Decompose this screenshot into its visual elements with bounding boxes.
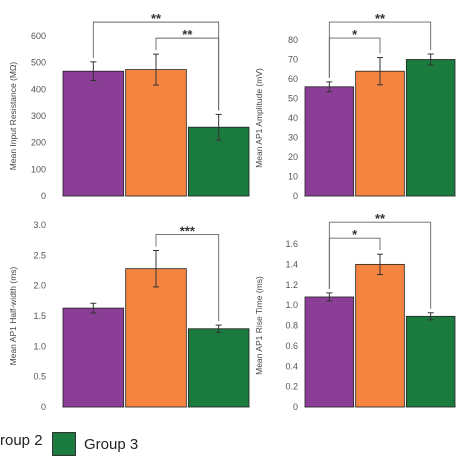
- error-bar-group-3: [427, 53, 434, 66]
- significance-label: **: [151, 11, 162, 26]
- legend-label-group-2: roup 2: [0, 432, 43, 449]
- error-bar-group-1: [90, 302, 97, 314]
- bar-group-2: [355, 263, 405, 408]
- y-tick-label: 300: [31, 111, 46, 121]
- y-tick-label: 2.0: [33, 281, 46, 291]
- y-tick-label: 40: [288, 113, 298, 123]
- y-tick-label: 1.2: [285, 280, 298, 290]
- error-bar-group-3: [427, 312, 434, 321]
- y-tick-label: 60: [288, 74, 298, 84]
- y-tick-label: 200: [31, 138, 46, 148]
- y-tick-label: 1.4: [285, 259, 298, 269]
- legend: roup 2 Group 3: [0, 432, 474, 462]
- bar-group-1: [62, 307, 125, 408]
- y-tick-label: 0.5: [33, 372, 46, 382]
- error-bar-group-3: [215, 324, 222, 333]
- bar-group-1: [62, 70, 125, 197]
- bar-group-3: [405, 59, 456, 197]
- significance-bracket: **: [328, 11, 432, 78]
- significance-bracket: **: [92, 11, 220, 111]
- y-tick-label: 10: [288, 172, 298, 182]
- y-tick-label: 2.5: [33, 250, 46, 260]
- y-axis-label: Mean AP1 Amplitude (mV): [254, 68, 264, 168]
- error-bar-group-1: [326, 292, 333, 302]
- y-tick-label: 1.0: [285, 300, 298, 310]
- y-tick-label: 0.6: [285, 341, 298, 351]
- bar-group-1: [304, 86, 355, 197]
- y-tick-label: 80: [288, 35, 298, 45]
- y-tick-label: 0: [293, 402, 298, 412]
- error-bar-group-2: [377, 57, 383, 86]
- bar-group-2: [355, 70, 405, 197]
- y-tick-label: 1.6: [285, 239, 298, 249]
- significance-label: *: [352, 227, 358, 242]
- significance-label: **: [375, 211, 386, 226]
- y-tick-label: 0.4: [285, 361, 298, 371]
- legend-item-group-2: roup 2: [0, 432, 43, 449]
- y-tick-label: 0: [293, 191, 298, 201]
- chart-panel-2: 0 10 20 30 40 50 60 70 80 Mean AP1 Amplitude (mV)…: [254, 11, 456, 201]
- y-tick-label: 30: [288, 133, 298, 143]
- significance-label: **: [182, 27, 193, 42]
- y-tick-label: 600: [31, 31, 46, 41]
- significance-label: *: [352, 27, 358, 42]
- significance-label: **: [375, 11, 386, 26]
- y-tick-label: 70: [288, 55, 298, 65]
- legend-label-group-3: Group 3: [84, 435, 139, 453]
- error-bar-group-1: [90, 61, 97, 82]
- y-tick-label: 0: [41, 402, 46, 412]
- chart-panel-1: 0 100 200 300 400 500 600 Mean Input Resistance…: [8, 11, 250, 201]
- error-bar-group-3: [215, 113, 222, 141]
- y-tick-label: 3.0: [33, 220, 46, 230]
- y-tick-label: 20: [288, 152, 298, 162]
- error-bar-group-2: [153, 53, 159, 86]
- error-bar-group-1: [326, 81, 333, 93]
- error-bar-group-2: [153, 249, 159, 288]
- y-tick-label: 0: [41, 191, 46, 201]
- y-tick-label: 400: [31, 84, 46, 94]
- bar-group-1: [304, 296, 355, 408]
- chart-panel-3: 0 0.5 1.0 1.5 2.0 2.5 3.0 Mean AP1 Half-width (…: [8, 220, 250, 412]
- significance-label: ***: [180, 223, 196, 238]
- significance-bracket: **: [328, 211, 432, 309]
- y-tick-label: 500: [31, 58, 46, 68]
- bar-group-2: [125, 268, 187, 408]
- y-tick-label: 0.8: [285, 321, 298, 331]
- y-tick-label: 0.2: [285, 382, 298, 392]
- y-tick-label: 100: [31, 164, 46, 174]
- chart-panel-4: 0 0.2 0.4 0.6 0.8 1.0 1.2 1.4 1.6 Mean AP1 Rise T…: [254, 211, 456, 412]
- bar-group-3: [405, 315, 456, 408]
- y-tick-label: 1.5: [33, 311, 46, 321]
- significance-bracket: ***: [155, 223, 220, 322]
- y-axis-label: Mean AP1 Half-width (ms): [8, 266, 18, 365]
- y-tick-label: 50: [288, 94, 298, 104]
- significance-bracket: *: [328, 27, 381, 78]
- bar-group-2: [125, 69, 187, 197]
- y-axis-label: Mean AP1 Rise Time (ms): [254, 276, 264, 375]
- y-tick-label: 1.0: [33, 341, 46, 351]
- y-axis-label: Mean Input Resistance (MΩ): [8, 62, 18, 171]
- legend-item-group-3: Group 3: [52, 432, 138, 456]
- legend-swatch-group-3: [52, 432, 76, 456]
- bar-group-3: [187, 328, 250, 408]
- error-bar-group-2: [377, 253, 383, 276]
